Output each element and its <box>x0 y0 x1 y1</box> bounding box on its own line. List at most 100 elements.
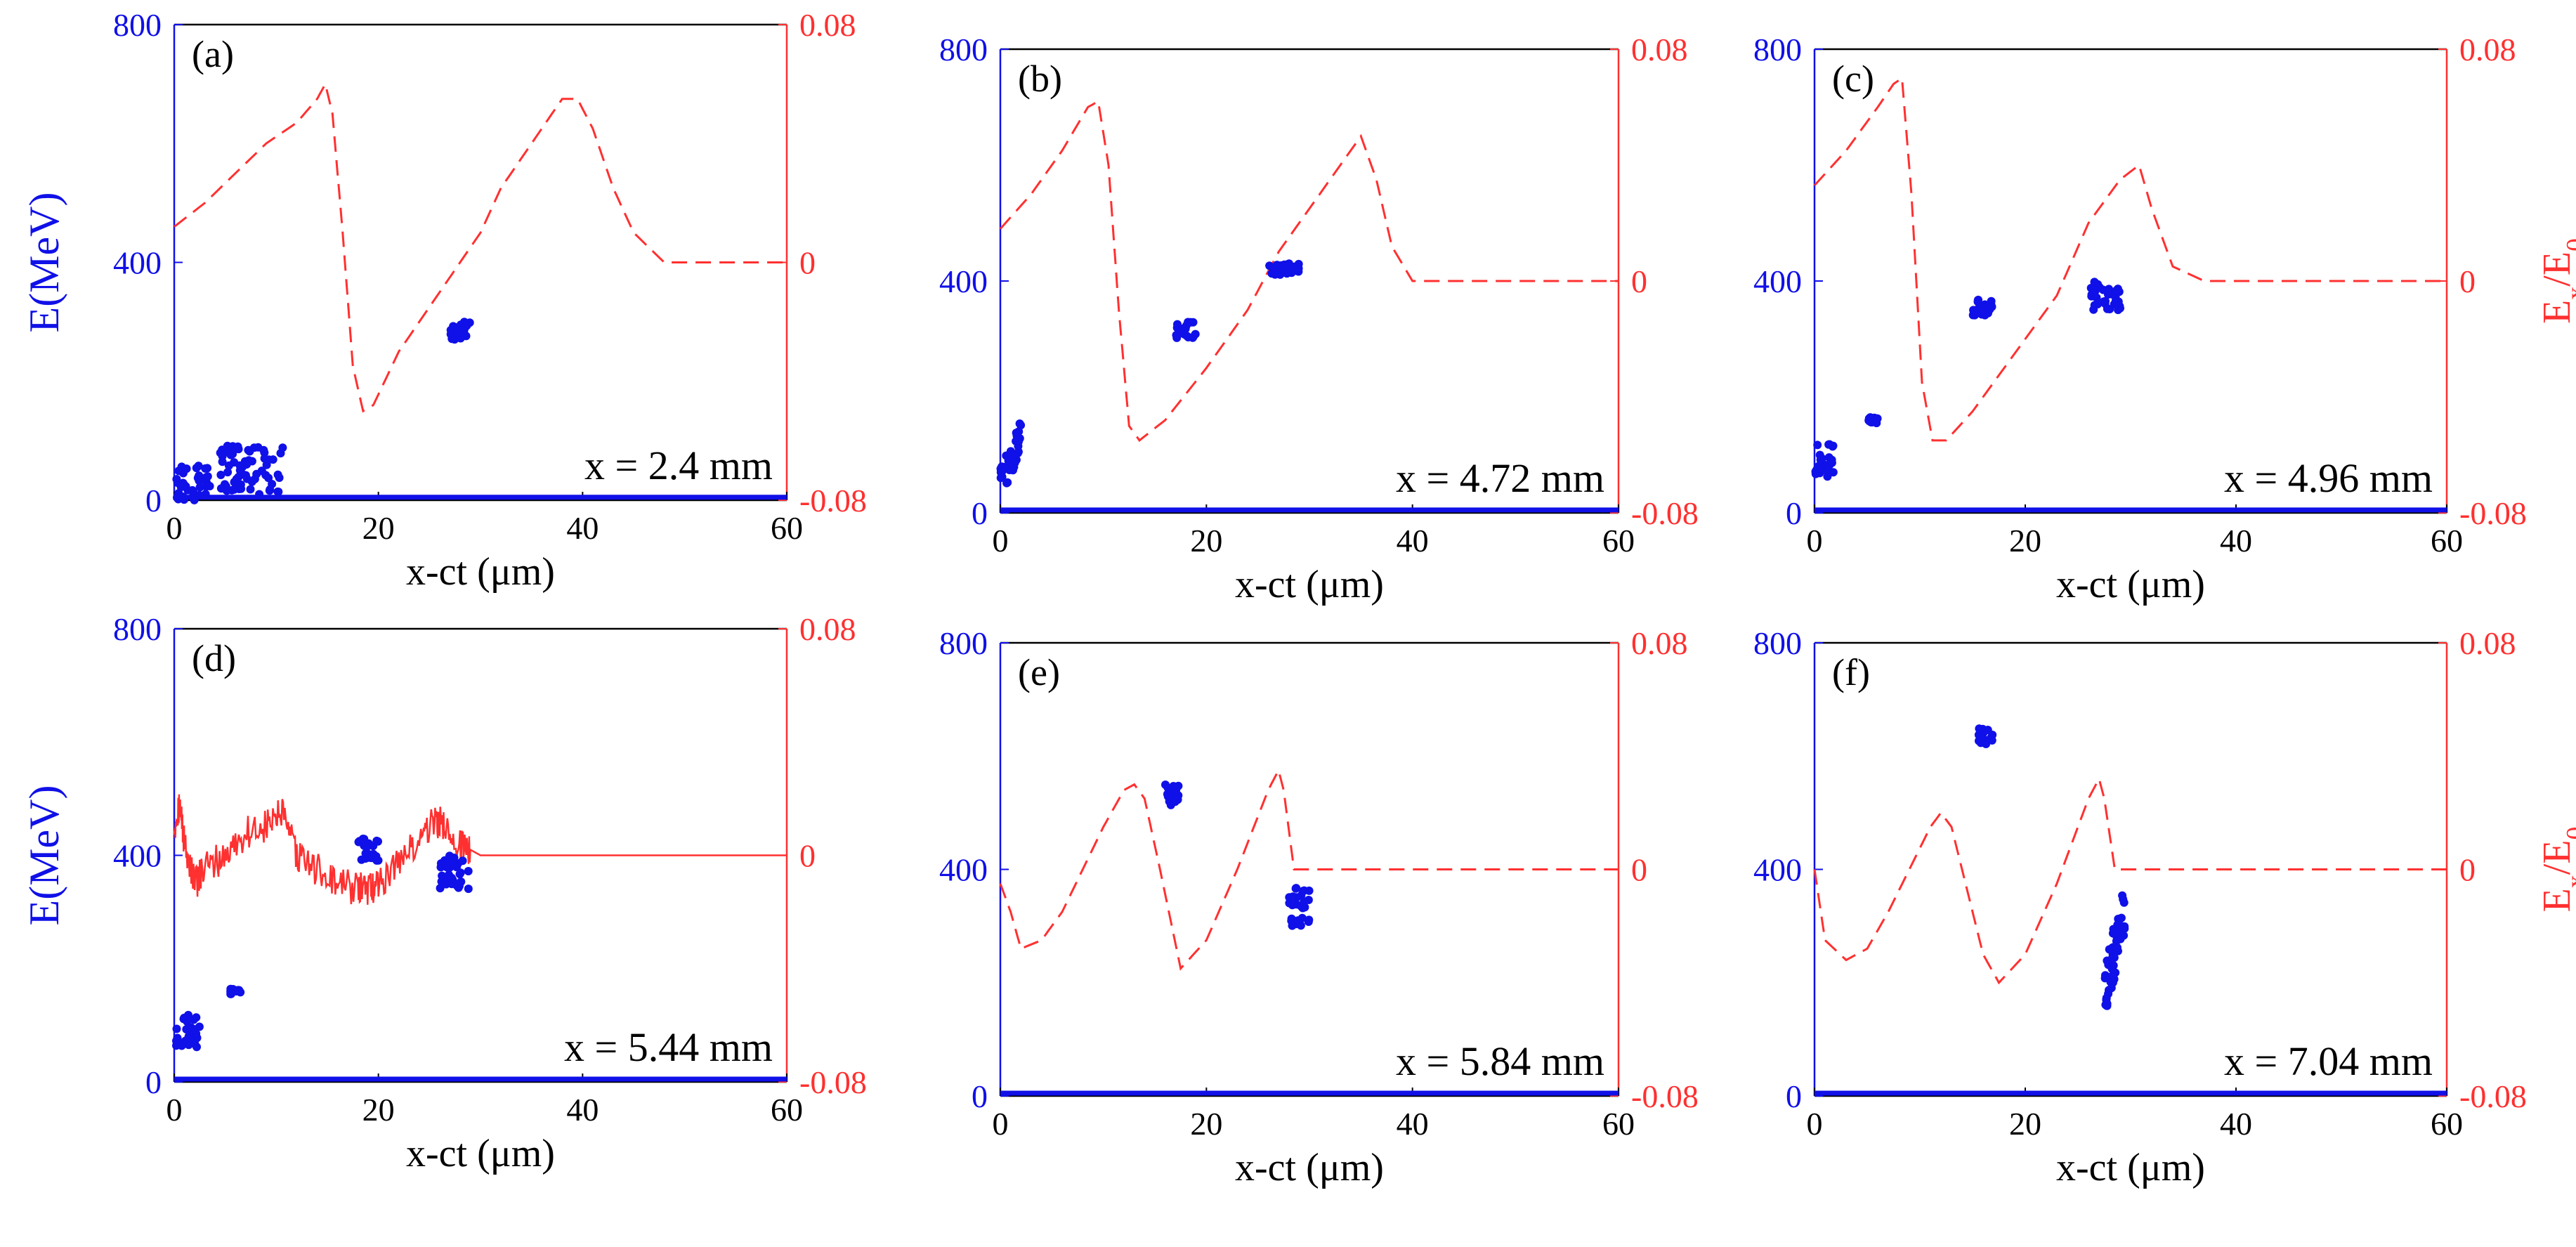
left-tick-label: 0 <box>1786 495 1802 531</box>
electron-dot <box>195 476 204 485</box>
x-tick-label: 0 <box>993 523 1009 559</box>
electron-dot <box>195 483 204 492</box>
electron-dot <box>2102 993 2111 1003</box>
x-tick-label: 20 <box>1190 1106 1222 1142</box>
panel-c: 0 20 40 60 0 400 800 -0.08 0 0.08 (c) x = 4.96 mm x-… <box>1753 32 2576 606</box>
position-annotation: x = 7.04 mm <box>2224 1038 2433 1084</box>
electron-dot <box>1015 419 1024 428</box>
electron-dot <box>436 884 445 893</box>
electron-dot <box>1305 886 1314 895</box>
left-tick-label: 0 <box>972 1078 988 1114</box>
electron-dot <box>374 837 382 846</box>
electron-cluster <box>1968 295 1996 320</box>
electron-dot <box>2119 898 2129 907</box>
electron-cluster <box>1172 318 1200 342</box>
left-tick-label: 800 <box>113 611 162 647</box>
left-tick-label: 800 <box>1753 625 1802 661</box>
electron-dot <box>1298 903 1307 913</box>
electron-dot <box>447 880 457 889</box>
right-tick-label: 0 <box>799 838 816 874</box>
x-tick-label: 60 <box>2431 1106 2463 1142</box>
electron-dot <box>464 867 473 875</box>
panel-label: (f) <box>1832 651 1870 693</box>
electron-dot <box>247 477 256 486</box>
electron-dot <box>1172 333 1182 342</box>
panel-label: (b) <box>1018 58 1062 100</box>
electron-dot <box>223 468 233 477</box>
electron-dot <box>1189 318 1198 327</box>
electron-dot <box>2093 300 2102 308</box>
position-annotation: x = 4.96 mm <box>2224 455 2433 501</box>
electron-dot <box>1173 795 1182 804</box>
electron-cluster <box>1285 884 1314 930</box>
electron-dot <box>2101 296 2110 306</box>
electron-dot <box>1872 419 1881 428</box>
x-tick-label: 40 <box>2220 523 2252 559</box>
right-tick-label: 0.08 <box>2459 32 2516 67</box>
electron-dot <box>230 458 239 467</box>
panel-e: 0 20 40 60 0 400 800 -0.08 0 0.08 (e) x = 5.84 mm x-… <box>939 625 1699 1189</box>
electron-dot <box>1297 913 1307 922</box>
electron-dot <box>190 495 199 504</box>
position-annotation: x = 5.84 mm <box>1396 1038 1604 1084</box>
electron-dot <box>1002 478 1012 488</box>
electron-dot <box>172 1041 181 1050</box>
electron-dot <box>1015 435 1024 444</box>
electron-dot <box>203 464 212 473</box>
electron-dot <box>455 882 464 891</box>
position-annotation: x = 2.4 mm <box>584 443 773 488</box>
electron-dot <box>436 863 445 872</box>
electron-dot <box>238 462 247 471</box>
electron-dot <box>176 483 185 492</box>
electron-dot <box>173 1033 182 1043</box>
panel-label: (a) <box>192 33 234 75</box>
electron-dot <box>1811 469 1820 478</box>
electron-dot <box>2119 925 2127 934</box>
field-curve <box>999 767 1619 971</box>
electron-dot <box>172 1024 181 1033</box>
x-axis-label: x-ct (μm) <box>1235 1146 1384 1189</box>
right-tick-label: 0.08 <box>1631 625 1688 661</box>
electron-dot <box>223 448 233 457</box>
right-tick-label: 0 <box>2459 263 2476 299</box>
electron-dot <box>1294 259 1303 268</box>
electron-dot <box>188 485 197 495</box>
field-curve <box>1813 776 2447 985</box>
x-tick-label: 60 <box>2431 523 2463 559</box>
x-tick-label: 0 <box>1807 1106 1823 1142</box>
right-tick-label: 0 <box>1631 263 1647 299</box>
electron-dot <box>266 485 275 494</box>
right-tick-label: 0 <box>1631 852 1647 888</box>
panel-label: (d) <box>192 637 236 679</box>
electron-cluster <box>172 1010 204 1052</box>
panel-b: 0 20 40 60 0 400 800 -0.08 0 0.08 (b) x = 4.72 mm x-… <box>939 32 1699 606</box>
electron-dot <box>216 448 225 457</box>
electron-dot <box>1975 724 1984 733</box>
electron-dot <box>1163 783 1172 792</box>
electron-cluster <box>996 419 1026 488</box>
y-axis-left-label: E(MeV) <box>21 785 67 926</box>
electron-dot <box>2118 891 2127 900</box>
electron-dot <box>178 492 188 502</box>
electron-dot <box>1291 884 1300 893</box>
electron-dot <box>1975 736 1983 745</box>
electron-cluster <box>172 462 214 504</box>
x-axis-label: x-ct (μm) <box>406 550 555 594</box>
electron-dot <box>260 454 269 463</box>
right-tick-label: -0.08 <box>2459 1078 2527 1114</box>
left-tick-label: 400 <box>1753 852 1802 888</box>
x-tick-label: 60 <box>771 510 803 546</box>
right-tick-label: 0.08 <box>2459 625 2516 661</box>
y-axis-right-label: Ex/E0 <box>2535 827 2576 913</box>
x-tick-label: 40 <box>566 510 599 546</box>
electron-cluster <box>1265 259 1303 279</box>
electron-dot <box>235 485 244 493</box>
x-tick-label: 40 <box>2220 1106 2252 1142</box>
electron-dot <box>358 835 367 843</box>
x-tick-label: 20 <box>2009 523 2041 559</box>
right-tick-label: 0.08 <box>1631 32 1688 67</box>
right-tick-label: -0.08 <box>799 483 867 518</box>
electron-dot <box>268 455 277 464</box>
electron-cluster <box>354 835 383 865</box>
